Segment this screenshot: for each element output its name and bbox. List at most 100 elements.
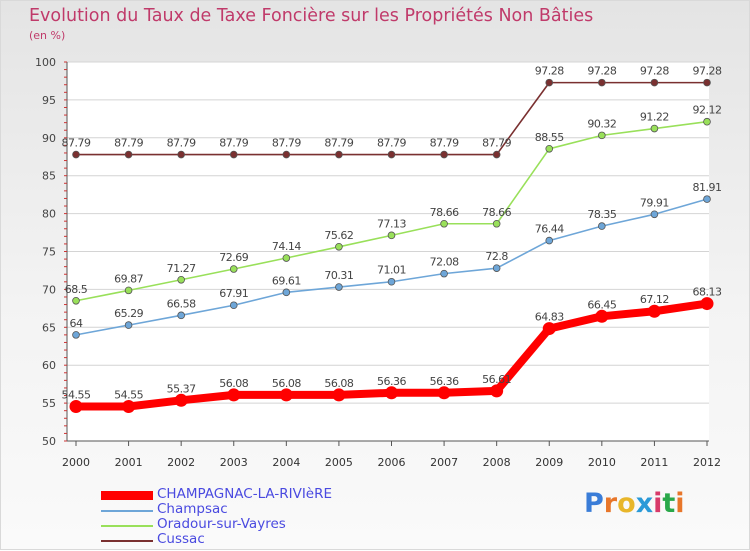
x-tick-label: 2000 (62, 456, 90, 469)
legend-swatch-champsac (101, 510, 153, 512)
data-point (650, 210, 659, 219)
x-tick-label: 2010 (588, 456, 616, 469)
data-point (437, 386, 451, 400)
data-label: 71.01 (377, 264, 406, 277)
series-3: 87.79 87.79 87.79 87.79 87.79 87.79 87.79 87.79… (62, 65, 722, 159)
data-label: 54.55 (114, 389, 143, 402)
logo-letter: x (635, 488, 654, 519)
data-point (279, 388, 293, 402)
data-label: 97.28 (693, 65, 722, 78)
data-label: 97.28 (640, 65, 669, 78)
data-point (703, 195, 711, 203)
data-label: 65.29 (114, 307, 143, 320)
logo-letter: i (675, 488, 685, 519)
data-point (177, 275, 185, 284)
data-point (440, 150, 448, 159)
data-point (387, 277, 396, 286)
y-tick-label: 65 (42, 321, 56, 334)
data-point (700, 297, 714, 311)
data-label: 87.79 (114, 137, 143, 150)
data-point (440, 219, 448, 228)
series-0: 54.55 54.55 55.37 56.08 56.08 56.08 56.36 56.36… (62, 286, 722, 414)
data-label: 68.5 (65, 283, 88, 296)
x-tick-label: 2002 (167, 456, 195, 469)
chart-title: Evolution du Taux de Taxe Foncière sur l… (29, 6, 594, 26)
series-1: 64 65.29 66.58 67.91 69.61 70.31 71.01 72.08 72.… (70, 181, 722, 339)
logo-letter: t (662, 488, 676, 519)
data-label: 64.83 (535, 311, 564, 324)
data-label: 56.61 (482, 373, 511, 386)
data-point (282, 288, 291, 297)
data-point (124, 150, 133, 159)
data-point (647, 304, 661, 318)
data-label: 72.69 (219, 251, 248, 264)
y-tick-label: 70 (42, 283, 56, 296)
data-point (598, 78, 606, 87)
data-point (545, 78, 554, 87)
data-label: 76.44 (535, 223, 564, 236)
data-point (124, 321, 133, 329)
data-label: 72.8 (485, 250, 508, 263)
data-point (545, 236, 554, 245)
data-label: 66.45 (587, 298, 616, 311)
data-point (124, 286, 133, 295)
data-label: 87.79 (430, 137, 459, 150)
data-point (177, 311, 185, 320)
data-point (282, 150, 291, 159)
data-label: 91.22 (640, 111, 669, 124)
legend-swatch-oradour (101, 525, 153, 527)
legend-label-oradour: Oradour-sur-Vayres (157, 516, 286, 532)
logo-letter: r (603, 488, 618, 519)
data-point (492, 219, 501, 228)
logo-letter: o (617, 488, 636, 519)
data-label: 97.28 (587, 65, 616, 78)
y-tick-label: 90 (42, 132, 56, 145)
x-tick-label: 2001 (115, 456, 143, 469)
data-label: 87.79 (219, 137, 248, 150)
data-point (595, 309, 609, 323)
data-label: 56.36 (377, 375, 406, 388)
data-point (545, 144, 554, 153)
data-label: 56.08 (272, 377, 301, 390)
data-point (229, 301, 238, 310)
y-tick-label: 60 (42, 359, 56, 372)
data-point (650, 124, 659, 133)
data-label: 56.36 (430, 375, 459, 388)
y-tick-label: 50 (42, 435, 56, 448)
data-point (69, 400, 83, 414)
logo-letter: P (584, 488, 604, 519)
data-point (650, 78, 659, 87)
x-tick-label: 2003 (220, 456, 248, 469)
data-point (229, 150, 238, 159)
y-tick-label: 85 (42, 170, 56, 183)
x-tick-label: 2007 (430, 456, 458, 469)
data-label: 78.66 (482, 206, 511, 219)
data-label: 72.08 (430, 256, 459, 269)
data-label: 87.79 (377, 137, 406, 150)
x-tick-label: 2012 (693, 456, 721, 469)
legend-label-champagnac: CHAMPAGNAC-LA-RIVIèRE (157, 486, 333, 502)
data-point (229, 265, 238, 273)
data-label: 90.32 (587, 117, 616, 130)
x-tick-label: 2005 (325, 456, 353, 469)
data-label: 70.31 (324, 269, 353, 282)
data-label: 75.62 (324, 229, 353, 242)
data-label: 92.12 (693, 104, 722, 117)
data-label: 87.79 (482, 137, 511, 150)
y-axis-unit: (en %) (29, 29, 66, 42)
data-label: 87.79 (62, 137, 91, 150)
legend-swatch-cussac (101, 540, 153, 542)
data-label: 67.12 (640, 293, 669, 306)
data-point (177, 150, 185, 159)
x-tick-label: 2009 (535, 456, 563, 469)
data-point (227, 388, 241, 402)
data-label: 69.61 (272, 274, 301, 287)
series-2: 68.5 69.87 71.27 72.69 74.14 75.62 77.13 78.66 7… (65, 104, 722, 305)
y-tick-label: 95 (42, 94, 56, 107)
data-label: 74.14 (272, 240, 301, 253)
data-label: 56.08 (324, 377, 353, 390)
data-label: 78.35 (587, 208, 616, 221)
data-label: 55.37 (167, 382, 196, 395)
data-label: 67.91 (219, 287, 248, 300)
data-label: 66.58 (167, 297, 196, 310)
